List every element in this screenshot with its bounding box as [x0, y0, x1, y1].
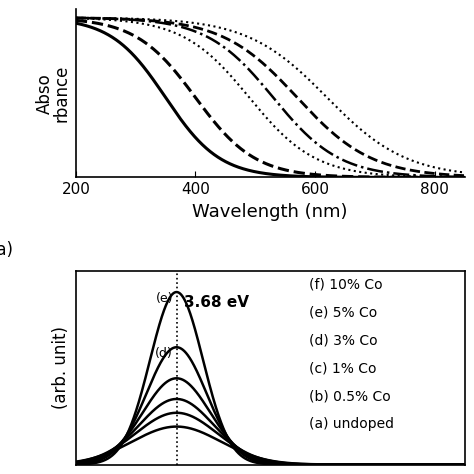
Y-axis label: (arb. unit): (arb. unit)	[52, 327, 70, 410]
Y-axis label: Abso
rbance: Abso rbance	[36, 65, 70, 122]
Text: (e) 5% Co: (e) 5% Co	[309, 305, 377, 319]
Text: (a) undoped: (a) undoped	[309, 417, 394, 431]
Text: (c) 1% Co: (c) 1% Co	[309, 361, 376, 375]
Text: (f) 10% Co: (f) 10% Co	[309, 277, 383, 291]
Text: (a): (a)	[0, 241, 13, 259]
Text: (d) 3% Co: (d) 3% Co	[309, 333, 378, 347]
X-axis label: Wavelength (nm): Wavelength (nm)	[192, 203, 348, 221]
Text: (b) 0.5% Co: (b) 0.5% Co	[309, 389, 391, 403]
Text: (d): (d)	[155, 347, 173, 360]
Text: (e): (e)	[155, 292, 173, 305]
Text: 3.68 eV: 3.68 eV	[183, 295, 248, 310]
